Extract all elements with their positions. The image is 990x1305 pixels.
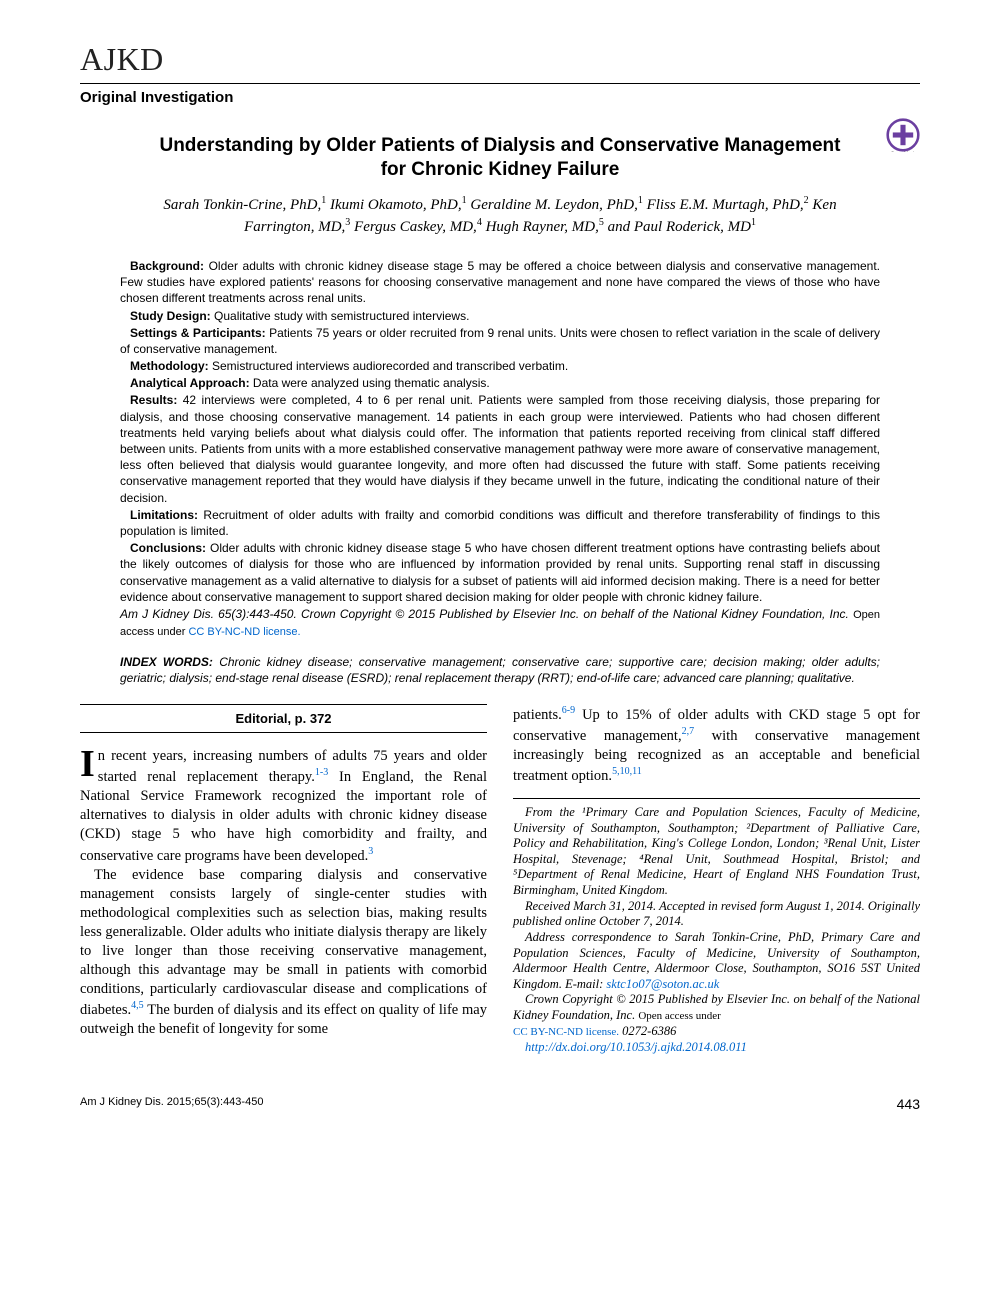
body-paragraph-2: The evidence base comparing dialysis and… [80,866,487,1040]
index-words-label: INDEX WORDS: [120,655,213,669]
license-link[interactable]: CC BY-NC-ND license. [188,626,300,638]
right-column: patients.6-9 Up to 15% of older adults w… [513,704,920,1055]
affiliations-block: From the ¹Primary Care and Population Sc… [513,798,920,1055]
affiliations-correspondence: Address correspondence to Sarah Tonkin-C… [513,930,920,993]
ref-link[interactable]: 5,10,11 [612,766,642,777]
background-text: Older adults with chronic kidney disease… [120,259,880,305]
body-paragraph-3: patients.6-9 Up to 15% of older adults w… [513,704,920,786]
affiliations-received: Received March 31, 2014. Accepted in rev… [513,899,920,930]
doi-link[interactable]: http://dx.doi.org/10.1053/j.ajkd.2014.08… [525,1040,747,1054]
body-paragraph-1: In recent years, increasing numbers of a… [80,747,487,865]
journal-header: AJKD Original Investigation [80,38,920,108]
ref-link[interactable]: 6-9 [562,705,575,716]
license-link[interactable]: CC BY-NC-ND license. [513,1026,619,1038]
affiliations-from: From the ¹Primary Care and Population Sc… [513,805,920,899]
dropcap: I [80,747,98,779]
limitations-text: Recruitment of older adults with frailty… [120,508,880,538]
conclusions-label: Conclusions: [130,541,206,555]
results-text: 42 interviews were completed, 4 to 6 per… [120,393,880,504]
ref-link[interactable]: 3 [368,846,373,857]
analytical-label: Analytical Approach: [130,376,250,390]
author-list: Sarah Tonkin-Crine, PhD,1 Ikumi Okamoto,… [140,194,860,238]
background-label: Background: [130,259,204,273]
page-footer: Am J Kidney Dis. 2015;65(3):443-450 443 [80,1095,920,1114]
method-text: Semistructured interviews audiorecorded … [209,359,569,373]
limitations-label: Limitations: [130,508,198,522]
method-label: Methodology: [130,359,209,373]
abstract-block: Background: Older adults with chronic ki… [120,258,880,640]
ref-link[interactable]: 1-3 [315,767,328,778]
affiliations-copyright: Crown Copyright © 2015 Published by Else… [513,992,920,1023]
index-words-text: Chronic kidney disease; conservative man… [120,655,880,685]
journal-logo: AJKD [80,38,920,81]
setting-label: Settings & Participants: [130,326,266,340]
design-label: Study Design: [130,309,211,323]
section-label: Original Investigation [80,88,920,108]
page: AJKD Original Investigation CrossMark Un… [0,0,990,1152]
header-divider [80,83,920,84]
analytical-text: Data were analyzed using thematic analys… [250,376,490,390]
crossmark-icon[interactable]: CrossMark [886,118,920,152]
svg-text:CrossMark: CrossMark [891,151,916,152]
affiliations-license-issn: CC BY-NC-ND license. 0272-6386 [513,1024,920,1040]
index-words-block: INDEX WORDS: Chronic kidney disease; con… [120,654,880,686]
ref-link[interactable]: 2,7 [682,726,695,737]
ref-link[interactable]: 4,5 [131,1000,144,1011]
page-number: 443 [897,1095,920,1114]
results-label: Results: [130,393,177,407]
abstract-citation: Am J Kidney Dis. 65(3):443-450. Crown Co… [120,607,853,621]
editorial-reference-box: Editorial, p. 372 [80,704,487,733]
design-text: Qualitative study with semistructured in… [211,309,470,323]
conclusions-text: Older adults with chronic kidney disease… [120,541,880,604]
article-title: Understanding by Older Patients of Dialy… [150,134,850,182]
footer-citation: Am J Kidney Dis. 2015;65(3):443-450 [80,1095,263,1114]
left-column: Editorial, p. 372 In recent years, incre… [80,704,487,1055]
two-column-body: Editorial, p. 372 In recent years, incre… [80,704,920,1055]
email-link[interactable]: sktc1o07@soton.ac.uk [606,977,719,991]
